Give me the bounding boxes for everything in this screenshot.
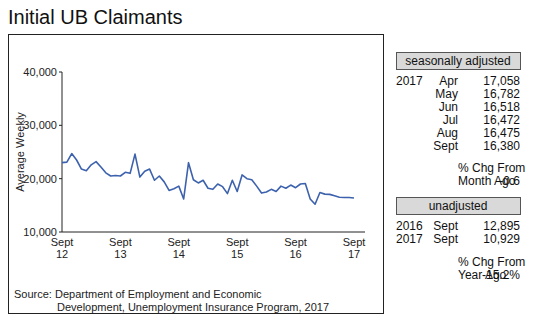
- x-tick-label-part: 15: [231, 248, 243, 260]
- y-tick: [59, 178, 62, 179]
- panel-month: Sept: [433, 232, 458, 246]
- panel-header-box: [397, 198, 521, 215]
- data-line: [62, 154, 354, 205]
- x-tick-label-part: 17: [348, 248, 360, 260]
- y-axis-label: Average Weekly: [14, 112, 26, 192]
- panel-month: Jul: [443, 113, 458, 127]
- source: Source: Department of Employment and Eco…: [14, 288, 262, 300]
- panel-header: unadjusted: [429, 199, 488, 213]
- y-tick-label: 20,000: [23, 173, 57, 185]
- title: Initial UB Claimants: [8, 6, 183, 28]
- panel-value: 16,782: [483, 87, 520, 101]
- x-tick-label: Sept17: [343, 236, 366, 260]
- x-tick-label-part: Sept: [343, 236, 366, 248]
- panel-month: Sept: [433, 139, 458, 153]
- panel-value: 16,475: [483, 126, 520, 140]
- x-tick-label-part: Sept: [167, 236, 190, 248]
- x-tick-label-part: Sept: [51, 236, 74, 248]
- panel-header: seasonally adjusted: [405, 54, 510, 68]
- panel-month: Sept: [433, 219, 458, 233]
- panel-header-box: [397, 53, 521, 70]
- panel-value: 16,472: [483, 113, 520, 127]
- x-tick-label-part: Sept: [109, 236, 132, 248]
- panel-year: 2017: [396, 232, 423, 246]
- panel-change-value: -15.2%: [482, 268, 520, 282]
- source: Development, Unemployment Insurance Prog…: [57, 301, 329, 313]
- x-tick-label-part: Sept: [226, 236, 249, 248]
- panel-month: May: [435, 87, 458, 101]
- panel-change-value: -0.6: [499, 174, 520, 188]
- x-tick-label-part: 13: [114, 248, 126, 260]
- chart: Initial UB Claimants10,00020,00030,00040…: [0, 0, 534, 317]
- x-axis: [62, 232, 365, 233]
- y-tick: [59, 232, 62, 233]
- panel-value: 16,518: [483, 100, 520, 114]
- panel-month: Jun: [439, 100, 458, 114]
- x-tick-label: Sept12: [51, 236, 74, 260]
- x-tick-label: Sept16: [284, 236, 307, 260]
- y-axis: [62, 72, 63, 232]
- panel-change-label: % Chg From: [458, 161, 525, 175]
- plot-area: [62, 154, 354, 205]
- panel-change-label: % Chg From: [458, 255, 525, 269]
- y-tick: [59, 72, 62, 73]
- y-tick: [59, 125, 62, 126]
- panel-year: 2017: [396, 74, 423, 88]
- panel-value: 12,895: [483, 219, 520, 233]
- frame: [9, 35, 384, 314]
- x-tick-label: Sept15: [226, 236, 249, 260]
- panel-value: 10,929: [483, 232, 520, 246]
- y-tick-label: 30,000: [23, 119, 57, 131]
- y-tick-label: 40,000: [23, 66, 57, 78]
- x-tick-label-part: 16: [289, 248, 301, 260]
- panel-month: Aug: [437, 126, 458, 140]
- x-tick-label-part: 14: [173, 248, 185, 260]
- x-tick-label-part: 12: [56, 248, 68, 260]
- panel-month: Apr: [439, 74, 458, 88]
- panel-year: 2016: [396, 219, 423, 233]
- panel-value: 17,058: [483, 74, 520, 88]
- x-tick-label: Sept14: [167, 236, 190, 260]
- x-tick-label-part: Sept: [284, 236, 307, 248]
- panel-value: 16,380: [483, 139, 520, 153]
- x-tick-label: Sept13: [109, 236, 132, 260]
